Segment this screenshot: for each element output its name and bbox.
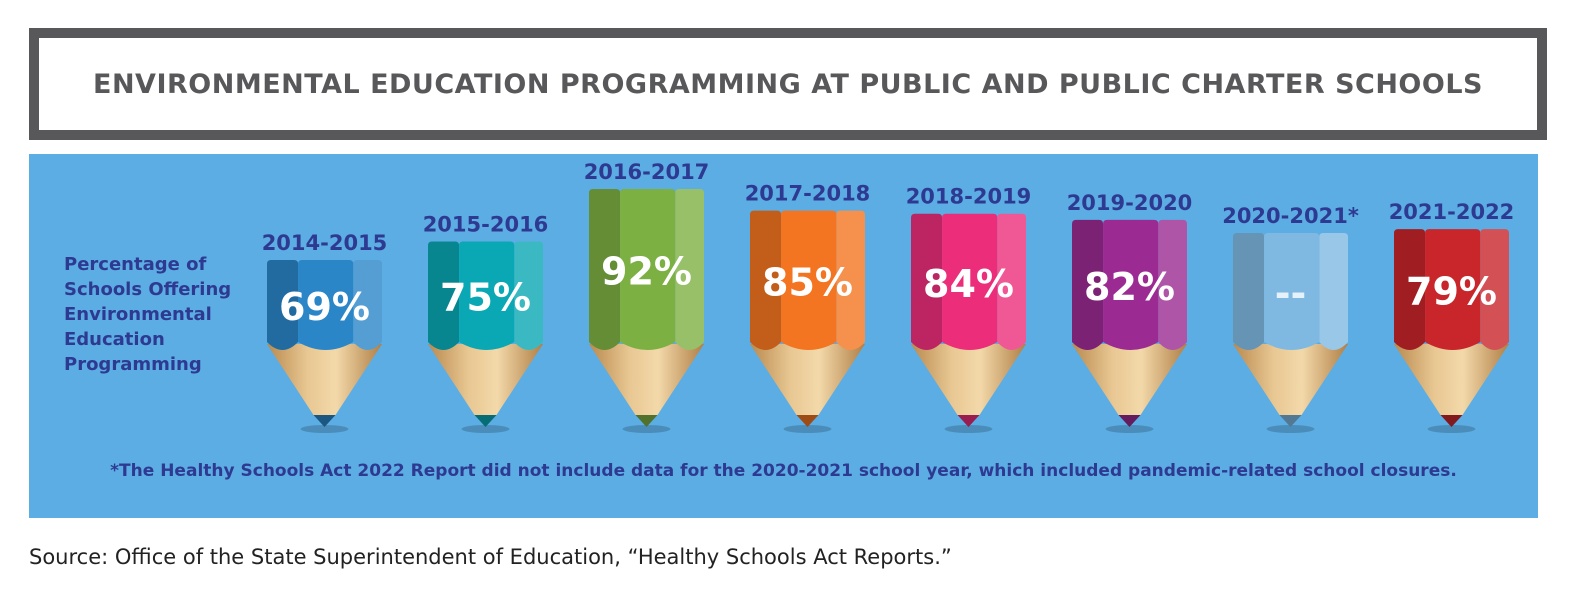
pencil-shadow	[944, 425, 993, 433]
value-label: 85%	[762, 260, 853, 304]
pencil-wood	[267, 344, 382, 415]
pencil-chart: 69% 2014-2015 75% 2015-2016 92% 2016-2017 85% 2…	[262, 160, 1515, 433]
pencil-facet-right	[675, 189, 704, 350]
pencil-facet-right	[1319, 233, 1348, 350]
value-label: --	[1275, 272, 1307, 316]
pencil-facet-center	[1425, 229, 1481, 350]
pencil-lead	[957, 415, 980, 427]
chart-panel: Percentage of Schools Offering Environme…	[29, 154, 1538, 518]
pencil-bar: 84% 2018-2019	[906, 185, 1032, 433]
source-note: Source: Office of the State Superintende…	[29, 545, 952, 569]
pencil-lead	[1279, 415, 1302, 427]
pencil-wood	[911, 344, 1026, 415]
pencil-wood	[1072, 344, 1187, 415]
chart-title: ENVIRONMENTAL EDUCATION PROGRAMMING AT P…	[93, 68, 1483, 100]
pencil-facet-center	[1103, 219, 1159, 350]
pencil-shadow	[300, 425, 349, 433]
category-label: 2017-2018	[745, 182, 871, 206]
pencil-shadow	[461, 425, 510, 433]
pencil-facet-center	[781, 210, 837, 350]
category-label: 2020-2021*	[1222, 204, 1359, 228]
pencil-shadow	[1105, 425, 1154, 433]
pencil-lead	[796, 415, 819, 427]
pencil-facet-left	[1394, 229, 1426, 350]
pencil-wood	[589, 344, 704, 415]
pencil-facet-left	[1233, 233, 1265, 350]
value-label: 69%	[279, 285, 370, 329]
pencil-facet-right	[1480, 229, 1509, 350]
pencil-wood	[750, 344, 865, 415]
pencil-wood	[428, 344, 543, 415]
pencil-facet-center	[942, 213, 998, 350]
pencil-facet-left	[428, 241, 460, 350]
pencil-facet-left	[750, 210, 782, 350]
pencil-bar: 79% 2021-2022	[1389, 200, 1515, 433]
pencil-lead	[1440, 415, 1463, 427]
pencil-lead	[474, 415, 497, 427]
pencil-lead	[635, 415, 658, 427]
pencil-bar: 75% 2015-2016	[423, 212, 549, 433]
pencil-facet-right	[353, 260, 382, 350]
pencil-facet-right	[836, 210, 865, 350]
category-label: 2016-2017	[584, 160, 710, 184]
pencil-facet-center	[459, 241, 515, 350]
pencil-facet-left	[589, 189, 621, 350]
pencil-facet-center	[1264, 233, 1320, 350]
pencil-shadow	[783, 425, 832, 433]
pencil-facet-right	[997, 213, 1026, 350]
pencil-facet-center	[298, 260, 354, 350]
pencil-shadow	[1427, 425, 1476, 433]
pencil-wood	[1394, 344, 1509, 415]
pencil-shadow	[1266, 425, 1315, 433]
category-label: 2019-2020	[1067, 191, 1193, 215]
value-label: 84%	[923, 262, 1014, 306]
pencil-lead	[1118, 415, 1141, 427]
value-label: 82%	[1084, 265, 1175, 309]
pencil-bar: 82% 2019-2020	[1067, 191, 1193, 433]
pencil-facet-left	[267, 260, 299, 350]
category-label: 2021-2022	[1389, 200, 1515, 224]
pencil-bar: 92% 2016-2017	[584, 160, 710, 433]
title-box: ENVIRONMENTAL EDUCATION PROGRAMMING AT P…	[29, 28, 1547, 140]
pencil-wood	[1233, 344, 1348, 415]
pencil-facet-left	[1072, 219, 1104, 350]
y-axis-label: Percentage of Schools Offering Environme…	[64, 254, 232, 375]
pencil-bar: -- 2020-2021*	[1222, 204, 1359, 433]
footnote: *The Healthy Schools Act 2022 Report did…	[110, 461, 1457, 481]
pencil-facet-left	[911, 213, 943, 350]
pencil-facet-right	[514, 241, 543, 350]
category-label: 2018-2019	[906, 185, 1032, 209]
value-label: 75%	[440, 276, 531, 320]
category-label: 2014-2015	[262, 231, 388, 255]
pencil-lead	[313, 415, 336, 427]
pencil-bar: 85% 2017-2018	[745, 182, 871, 433]
pencil-shadow	[622, 425, 671, 433]
category-label: 2015-2016	[423, 212, 549, 236]
pencil-facet-center	[620, 189, 676, 350]
pencil-facet-right	[1158, 219, 1187, 350]
value-label: 92%	[601, 250, 692, 294]
value-label: 79%	[1406, 270, 1497, 314]
pencil-bar: 69% 2014-2015	[262, 231, 388, 433]
